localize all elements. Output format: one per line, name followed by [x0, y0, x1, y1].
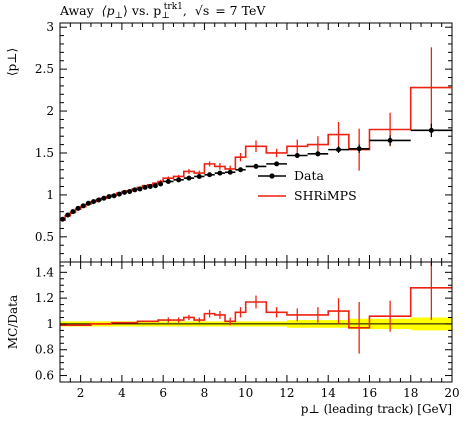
x-axis-title: p⊥ (leading track) [GeV] [301, 402, 452, 416]
main-y-tick-label: 2.5 [35, 62, 54, 76]
data-point [238, 167, 244, 173]
data-point [75, 205, 81, 211]
ratio-y-tick-label: 0.6 [35, 369, 54, 383]
ratio-y-tick-label: 1.2 [35, 291, 54, 305]
data-point [207, 172, 213, 178]
legend: Data SHRiMPS [258, 168, 357, 203]
main-panel: 0.5 1 1.5 2 2.5 3 ⟨p⊥⟩ [5, 20, 453, 263]
main-y-tick-label: 1.5 [35, 146, 54, 160]
data-point [217, 170, 223, 176]
chart-title: Away ⟨p⊥⟩ vs. p⊥trk1, √s = 7 TeV [59, 2, 266, 21]
data-point [127, 189, 133, 195]
data-point [186, 175, 192, 181]
x-tick-label: 10 [238, 386, 253, 400]
x-tick-label: 8 [201, 386, 209, 400]
data-series [60, 123, 452, 222]
mc-series [60, 47, 452, 221]
data-point [91, 199, 97, 205]
data-point [152, 183, 158, 189]
x-tick-label: 12 [279, 386, 294, 400]
data-point [137, 186, 143, 192]
main-x-ticks [69, 23, 443, 262]
data-point [356, 146, 362, 152]
data-point [336, 147, 342, 153]
data-point [165, 178, 171, 184]
ratio-mc-series [60, 262, 452, 354]
x-tick-label: 4 [118, 386, 126, 400]
ratio-y-tick-label: 0.8 [35, 343, 54, 357]
ratio-y-axis-title: MC/Data [6, 295, 20, 349]
main-y-ticks: 0.5 1 1.5 2 2.5 3 [35, 20, 452, 255]
main-y-tick-label: 0.5 [35, 230, 54, 244]
ratio-x-ticks: 2 4 6 8 10 12 14 16 18 20 [69, 262, 460, 400]
legend-mc-label: SHRiMPS [294, 188, 357, 203]
data-point [60, 216, 66, 222]
data-point [294, 152, 300, 158]
ratio-mc-histogram-line [60, 287, 452, 329]
data-point [428, 127, 434, 133]
data-point [132, 187, 138, 193]
data-point [70, 209, 76, 215]
data-point [121, 189, 127, 195]
main-y-tick-label: 2 [46, 104, 54, 118]
data-point [147, 184, 153, 190]
x-tick-label: 2 [77, 386, 85, 400]
main-y-tick-label: 1 [46, 188, 54, 202]
ratio-y-tick-label: 1 [46, 317, 54, 331]
data-point [315, 151, 321, 157]
x-tick-label: 20 [444, 386, 459, 400]
data-point [387, 137, 393, 143]
data-point [176, 177, 182, 183]
data-point [253, 163, 259, 169]
data-point [142, 184, 148, 190]
ratio-y-ticks: 0.6 0.8 1 1.2 1.4 [35, 265, 452, 383]
ratio-panel: 0.6 0.8 1 1.2 1.4 2 4 6 8 10 12 14 16 18 20 MC/Data [6, 261, 460, 400]
data-point [116, 191, 122, 197]
data-point [65, 212, 71, 218]
legend-data-label: Data [294, 168, 324, 183]
x-tick-label: 18 [403, 386, 418, 400]
data-point [85, 200, 91, 206]
x-tick-label: 6 [159, 386, 167, 400]
main-y-axis-title: ⟨p⊥⟩ [5, 48, 19, 76]
mc-histogram-line [60, 86, 452, 221]
ratio-y-tick-label: 1.4 [35, 265, 54, 279]
data-point [80, 203, 86, 209]
x-tick-label: 16 [362, 386, 377, 400]
data-point [227, 169, 233, 175]
data-point [106, 194, 112, 200]
data-point [158, 181, 164, 187]
data-point [111, 193, 117, 199]
main-y-tick-label: 3 [46, 20, 54, 34]
legend-data-marker [269, 173, 275, 179]
data-point [96, 197, 102, 203]
x-tick-label: 14 [321, 386, 337, 400]
data-point [196, 173, 202, 179]
data-point [274, 161, 280, 167]
data-point [101, 195, 107, 201]
